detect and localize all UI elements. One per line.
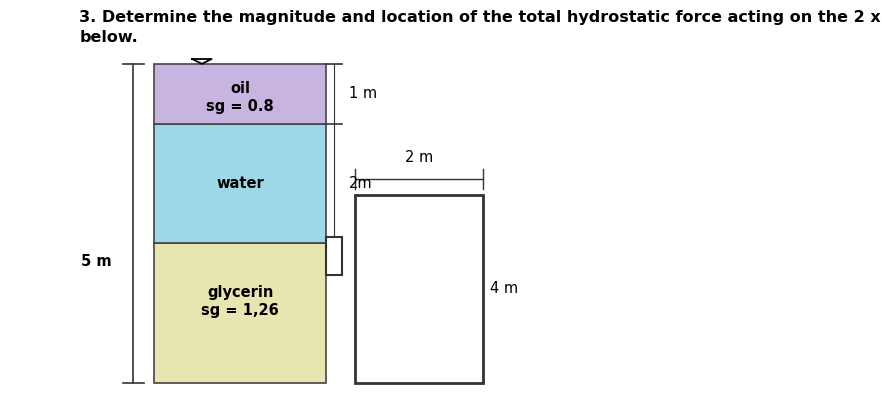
Text: 2 m: 2 m bbox=[405, 150, 434, 165]
Bar bbox=[326, 237, 342, 275]
Text: 4 m: 4 m bbox=[490, 281, 519, 296]
Text: water: water bbox=[216, 176, 265, 191]
Text: 3. Determine the magnitude and location of the total hydrostatic force acting on: 3. Determine the magnitude and location … bbox=[79, 10, 882, 25]
Bar bbox=[154, 243, 326, 383]
Text: 1 m: 1 m bbox=[349, 86, 377, 101]
Text: oil: oil bbox=[230, 81, 250, 97]
Text: below.: below. bbox=[79, 30, 138, 45]
Bar bbox=[355, 195, 483, 383]
Text: glycerin: glycerin bbox=[207, 285, 273, 300]
Text: 2m: 2m bbox=[349, 176, 373, 191]
Text: sg = 1,26: sg = 1,26 bbox=[201, 303, 280, 318]
Bar bbox=[154, 64, 326, 124]
Bar bbox=[154, 124, 326, 243]
Text: 5 m: 5 m bbox=[80, 254, 111, 269]
Text: sg = 0.8: sg = 0.8 bbox=[206, 99, 274, 115]
